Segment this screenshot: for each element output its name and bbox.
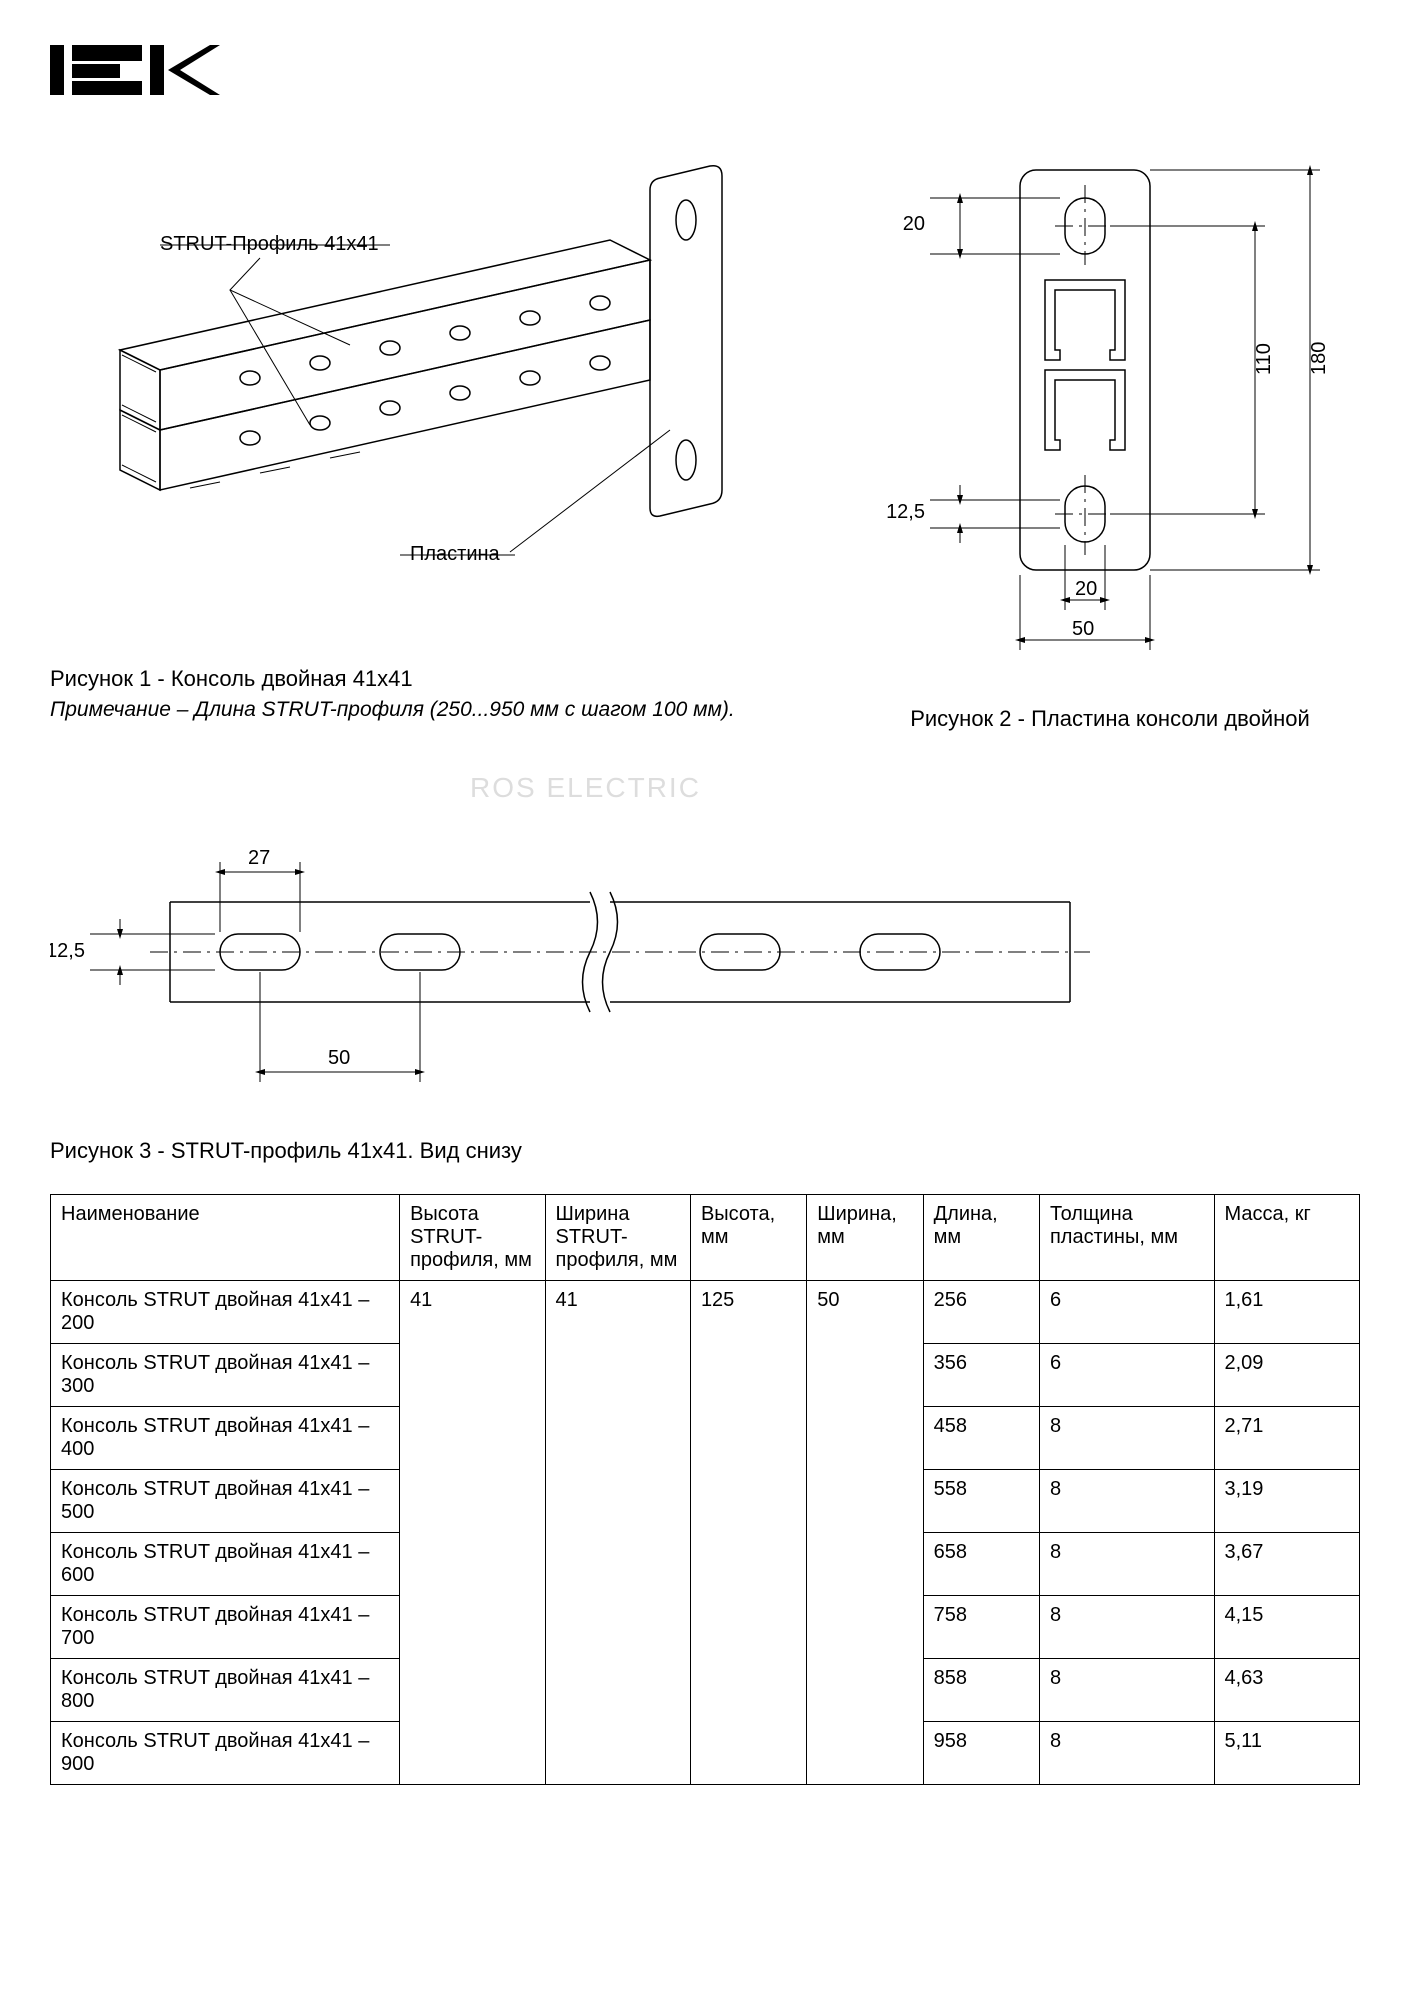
cell: 8 [1039,1722,1214,1785]
col-name: Наименование [51,1195,400,1281]
table-header-row: Наименование Высота STRUT-профиля, мм Ши… [51,1195,1360,1281]
cell: 6 [1039,1344,1214,1407]
brand-logo [50,40,1360,100]
col-h: Высота, мм [690,1195,806,1281]
dim-12_5: 12,5 [886,501,925,523]
cell: 1,61 [1214,1281,1360,1344]
cell: Консоль STRUT двойная 41х41 – 800 [51,1659,400,1722]
dim-slot20: 20 [1075,578,1097,600]
cell: 50 [807,1281,923,1785]
col-mass: Масса, кг [1214,1195,1360,1281]
cell: 8 [1039,1470,1214,1533]
cell: 2,09 [1214,1344,1360,1407]
cell: 3,19 [1214,1470,1360,1533]
cell: 458 [923,1407,1039,1470]
cell: Консоль STRUT двойная 41х41 – 500 [51,1470,400,1533]
cell: 858 [923,1659,1039,1722]
fig2-caption: Рисунок 2 - Пластина консоли двойной [850,706,1370,732]
cell: Консоль STRUT двойная 41х41 – 900 [51,1722,400,1785]
col-w: Ширина, мм [807,1195,923,1281]
figure-2: 180 110 20 12,5 20 [850,130,1370,732]
col-len: Длина, мм [923,1195,1039,1281]
cell: 256 [923,1281,1039,1344]
cell: 4,63 [1214,1659,1360,1722]
fig1-label-plate: Пластина [410,543,501,565]
dim-110: 110 [1253,343,1275,375]
cell: 8 [1039,1407,1214,1470]
dim-top20: 20 [903,213,925,235]
cell: 658 [923,1533,1039,1596]
fig1-label-profile: STRUT-Профиль 41х41 [160,233,379,255]
dim-27: 27 [248,847,270,869]
watermark: ROS ELECTRIC [470,772,701,804]
cell: Консоль STRUT двойная 41х41 – 600 [51,1533,400,1596]
cell: 8 [1039,1533,1214,1596]
cell: 4,15 [1214,1596,1360,1659]
cell: 41 [545,1281,690,1785]
cell: 558 [923,1470,1039,1533]
col-wprof: Ширина STRUT-профиля, мм [545,1195,690,1281]
cell: 8 [1039,1596,1214,1659]
dim-50: 50 [1072,618,1094,640]
cell: 958 [923,1722,1039,1785]
cell: 2,71 [1214,1407,1360,1470]
cell: 125 [690,1281,806,1785]
dim-50p: 50 [328,1047,350,1069]
cell: 3,67 [1214,1533,1360,1596]
col-hprof: Высота STRUT-профиля, мм [400,1195,545,1281]
cell: 6 [1039,1281,1214,1344]
figure-1: STRUT-Профиль 41х41 Пластина Рисунок 1 -… [50,130,810,722]
cell: Консоль STRUT двойная 41х41 – 400 [51,1407,400,1470]
cell: Консоль STRUT двойная 41х41 – 700 [51,1596,400,1659]
figure-3: ROS ELECTRIC [50,802,1360,1164]
cell: 356 [923,1344,1039,1407]
cell: 41 [400,1281,545,1785]
fig3-caption: Рисунок 3 - STRUT-профиль 41х41. Вид сни… [50,1138,1360,1164]
spec-table: Наименование Высота STRUT-профиля, мм Ши… [50,1194,1360,1785]
col-thk: Толщина пластины, мм [1039,1195,1214,1281]
cell: Консоль STRUT двойная 41х41 – 200 [51,1281,400,1344]
cell: 8 [1039,1659,1214,1722]
cell: Консоль STRUT двойная 41х41 – 300 [51,1344,400,1407]
cell: 758 [923,1596,1039,1659]
dim-12_5b: 12,5 [50,940,85,962]
cell: 5,11 [1214,1722,1360,1785]
dim-180: 180 [1308,342,1330,375]
fig1-caption: Рисунок 1 - Консоль двойная 41х41 [50,666,810,692]
table-row: Консоль STRUT двойная 41х41 – 200 41 41 … [51,1281,1360,1344]
fig1-note: Примечание – Длина STRUT-профиля (250...… [50,698,810,722]
